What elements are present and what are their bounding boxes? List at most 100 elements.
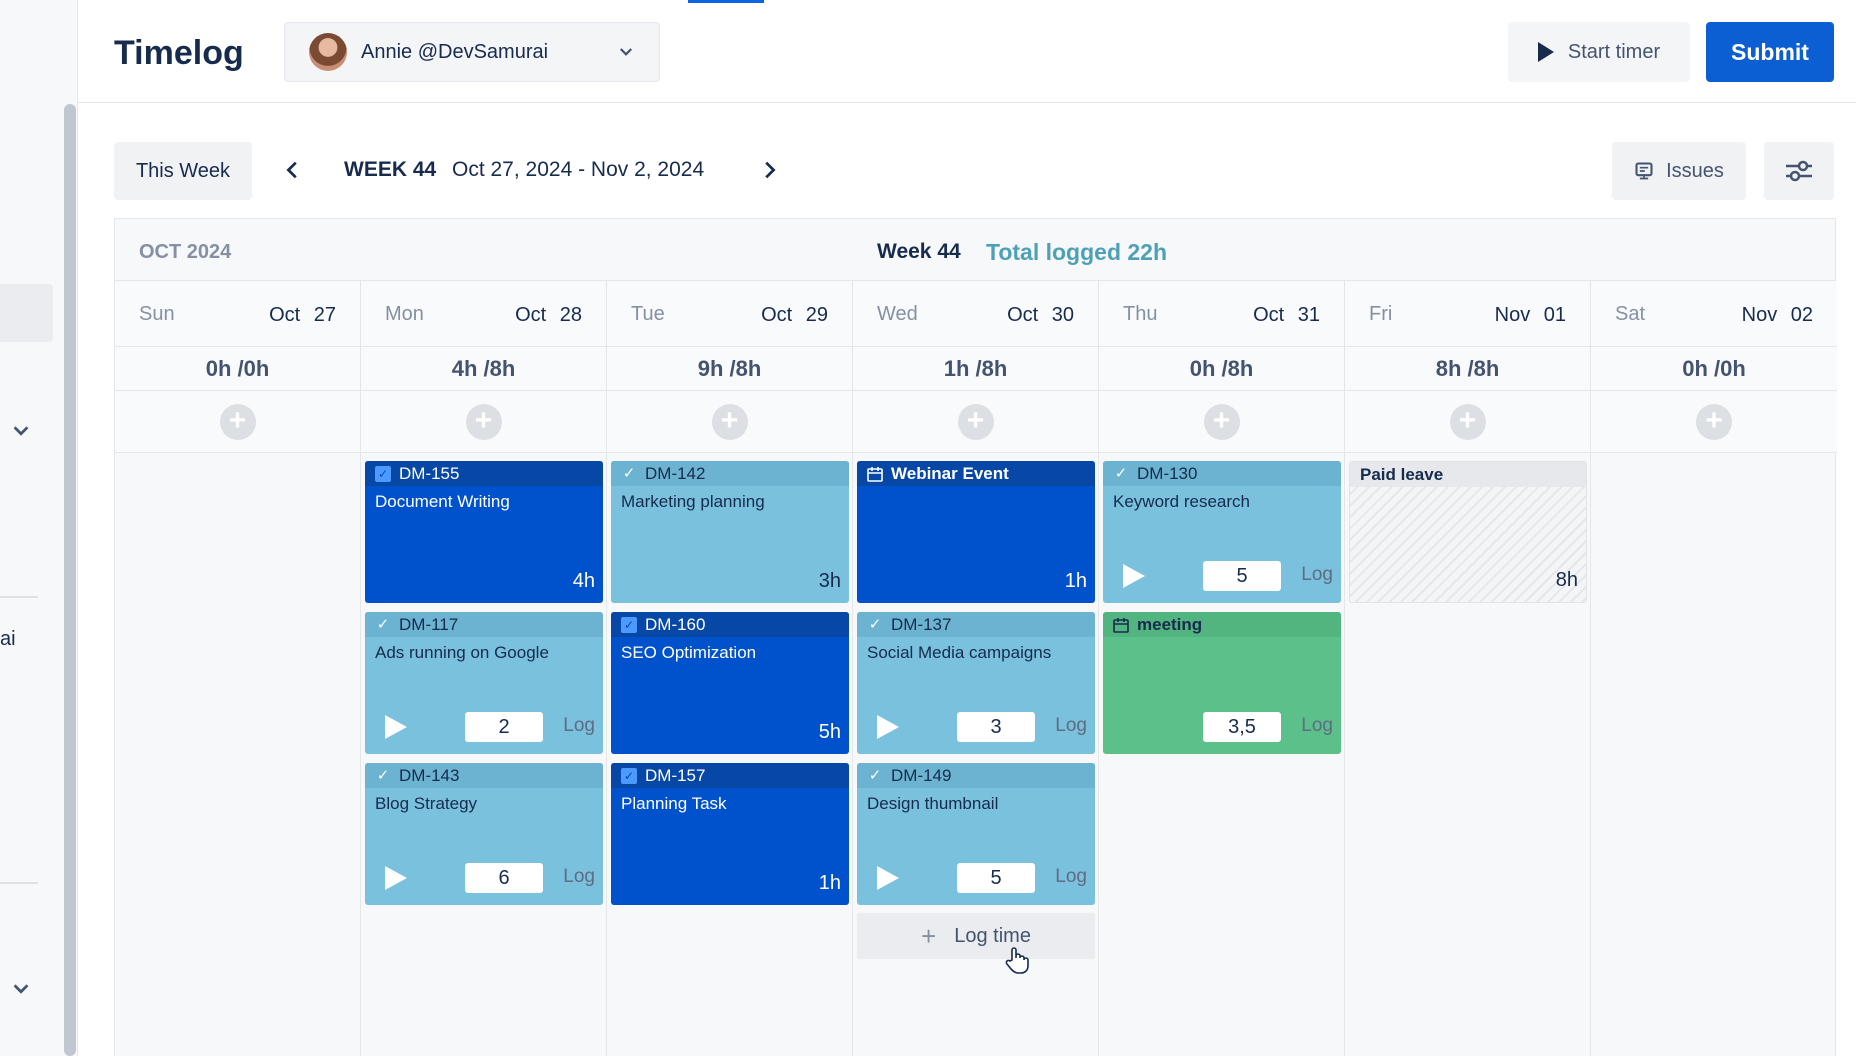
issue-card[interactable]: ✓ DM-137 Social Media campaigns 3 Log — [857, 612, 1095, 754]
calendar-month: OCT 2024 — [139, 241, 232, 263]
issue-title: Keyword research — [1113, 492, 1251, 511]
play-icon[interactable] — [1123, 564, 1145, 588]
day-of-week: Sun — [139, 303, 175, 325]
day-header: Mon Oct 28 — [361, 281, 606, 347]
hours-input[interactable]: 5 — [957, 863, 1035, 893]
add-log-button[interactable]: + — [465, 403, 502, 440]
add-log-button[interactable]: + — [1696, 403, 1732, 440]
play-icon[interactable] — [385, 715, 407, 739]
issue-title: Document Writing — [375, 492, 510, 511]
issue-key: DM-143 — [399, 765, 460, 785]
monitor-icon — [1635, 162, 1653, 180]
add-log-button[interactable]: + — [711, 403, 748, 440]
event-card[interactable]: Webinar Event 1h — [857, 461, 1095, 603]
day-header: Fri Nov 01 — [1345, 281, 1590, 347]
log-button[interactable]: Log — [563, 715, 595, 736]
issue-card[interactable]: ✓ DM-149 Design thumbnail 5 Log — [857, 763, 1095, 905]
event-card[interactable]: meeting 3,5 Log — [1103, 612, 1341, 754]
day-header: Sat Nov 02 — [1591, 281, 1837, 347]
start-timer-button[interactable]: Start timer — [1508, 22, 1690, 82]
day-date: Oct 29 — [761, 304, 828, 326]
day-hours: 1h /8h — [853, 347, 1098, 391]
add-log-button[interactable]: + — [957, 403, 994, 440]
log-controls: 5 Log — [857, 863, 1095, 893]
filter-settings-button[interactable] — [1764, 142, 1834, 200]
issue-card[interactable]: ✓ DM-143 Blog Strategy 6 Log — [365, 763, 603, 905]
issue-title: Marketing planning — [621, 492, 765, 511]
log-time-button[interactable]: + Log time — [857, 913, 1095, 959]
day-add-row: + — [115, 391, 360, 453]
log-controls: 3,5 Log — [1103, 712, 1341, 742]
logged-hours: 3h — [818, 570, 841, 592]
day-add-row: + — [1099, 391, 1344, 453]
hours-input[interactable]: 3,5 — [1203, 712, 1281, 742]
logged-hours: 4h — [572, 570, 595, 592]
day-of-week: Thu — [1123, 303, 1158, 325]
play-icon[interactable] — [877, 866, 899, 890]
chevron-right-icon[interactable] — [758, 158, 780, 182]
hours-input[interactable]: 5 — [1203, 561, 1281, 591]
log-button[interactable]: Log — [563, 866, 595, 887]
sidebar-active-item[interactable] — [0, 284, 53, 342]
day-date: Nov 01 — [1494, 304, 1566, 326]
leave-card[interactable]: Paid leave 8h — [1349, 461, 1587, 603]
add-log-button[interactable]: + — [1203, 403, 1240, 440]
worklog-card[interactable]: ✓ DM-142 Marketing planning 3h — [611, 461, 849, 603]
this-week-button[interactable]: This Week — [114, 142, 252, 200]
worklog-card[interactable]: ✓ DM-160 SEO Optimization 5h — [611, 612, 849, 754]
day-hours: 0h /0h — [115, 347, 360, 391]
day-date: Oct 30 — [1007, 304, 1074, 326]
day-date: Oct 27 — [269, 304, 336, 326]
play-icon[interactable] — [877, 715, 899, 739]
day-column-mon: Mon Oct 28 4h /8h + ✓ DM-155 Document Writ… — [361, 281, 607, 1056]
issue-key: DM-142 — [645, 463, 706, 483]
logged-hours: 5h — [818, 721, 841, 743]
page-title: Timelog — [114, 34, 244, 72]
avatar — [309, 33, 347, 71]
chevron-down-icon[interactable] — [10, 420, 32, 442]
log-button[interactable]: Log — [1055, 715, 1087, 736]
issue-key: DM-155 — [399, 463, 460, 483]
week-range: Oct 27, 2024 - Nov 2, 2024 — [452, 158, 705, 181]
worklog-card[interactable]: ✓ DM-157 Planning Task 1h — [611, 763, 849, 905]
day-add-row: + — [361, 391, 606, 453]
week-calendar: OCT 2024 Week 44 Total logged 22h Sun Oct… — [114, 218, 1837, 1056]
day-hours: 0h /8h — [1099, 347, 1344, 391]
issue-key: DM-137 — [891, 614, 952, 634]
user-select[interactable]: Annie @DevSamurai — [284, 22, 660, 82]
sliders-icon — [1786, 160, 1812, 182]
day-of-week: Tue — [631, 303, 665, 325]
day-add-row: + — [607, 391, 852, 453]
chevron-down-icon[interactable] — [10, 978, 32, 1000]
user-name: Annie @DevSamurai — [361, 40, 549, 63]
sidebar-text: ai — [0, 628, 16, 650]
issue-card[interactable]: ✓ DM-130 Keyword research 5 Log — [1103, 461, 1341, 603]
chevron-left-icon[interactable] — [282, 158, 304, 182]
add-log-button[interactable]: + — [219, 403, 256, 440]
issues-button[interactable]: Issues — [1612, 142, 1746, 200]
calendar-header: OCT 2024 Week 44 Total logged 22h — [115, 219, 1835, 281]
hours-input[interactable]: 3 — [957, 712, 1035, 742]
issue-title: Social Media campaigns — [867, 643, 1052, 662]
issue-card[interactable]: ✓ DM-117 Ads running on Google 2 Log — [365, 612, 603, 754]
day-hours: 8h /8h — [1345, 347, 1590, 391]
log-button[interactable]: Log — [1301, 564, 1333, 585]
play-icon[interactable] — [385, 866, 407, 890]
leave-title: Paid leave — [1360, 464, 1444, 484]
week-number: WEEK 44 — [344, 158, 437, 181]
play-icon — [1537, 42, 1554, 62]
log-button[interactable]: Log — [1301, 715, 1333, 736]
calendar-week: Week 44 — [877, 240, 961, 263]
submit-button[interactable]: Submit — [1706, 22, 1834, 82]
log-controls: 5 Log — [1103, 561, 1341, 591]
event-title: Webinar Event — [891, 463, 1009, 483]
hours-input[interactable]: 6 — [465, 863, 543, 893]
vertical-scrollbar[interactable] — [64, 104, 76, 1056]
chevron-down-icon — [619, 48, 633, 56]
hours-input[interactable]: 2 — [465, 712, 543, 742]
day-hours: 0h /0h — [1591, 347, 1837, 391]
log-button[interactable]: Log — [1055, 866, 1087, 887]
worklog-card[interactable]: ✓ DM-155 Document Writing 4h — [365, 461, 603, 603]
add-log-button[interactable]: + — [1449, 403, 1486, 440]
log-controls: 6 Log — [365, 863, 603, 893]
